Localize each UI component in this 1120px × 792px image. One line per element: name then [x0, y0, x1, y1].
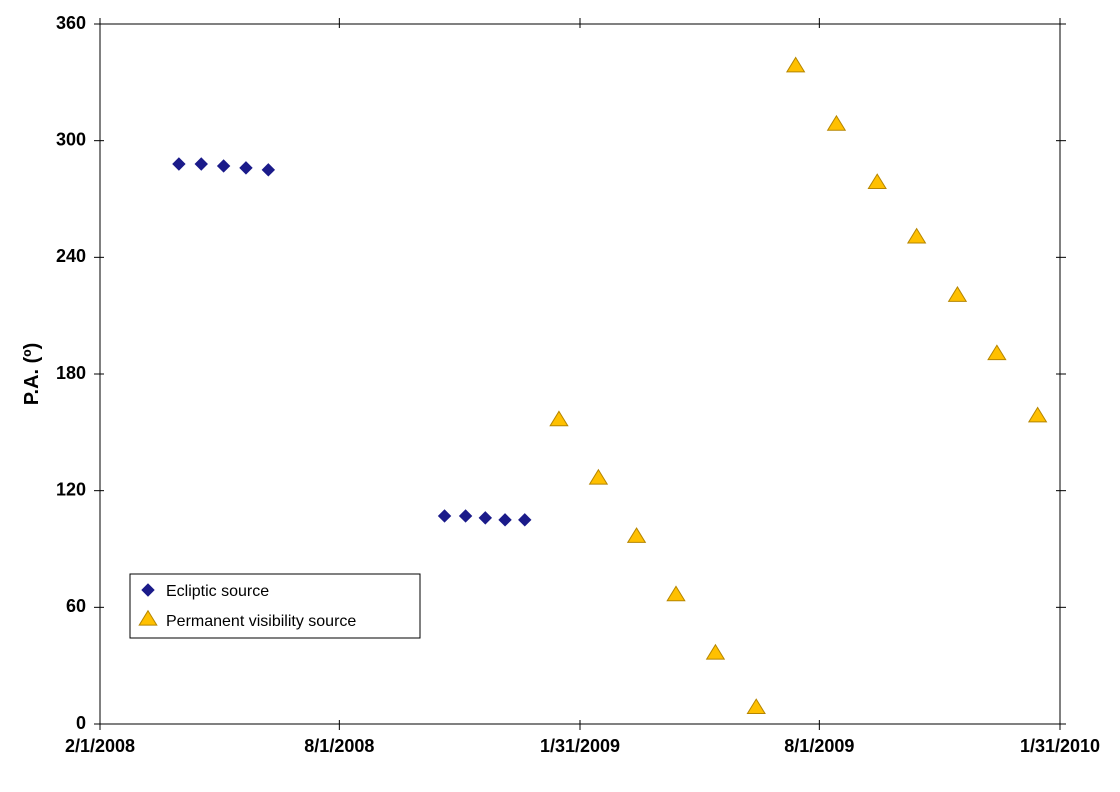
x-tick-label: 8/1/2008 [304, 736, 374, 756]
x-tick-label: 2/1/2008 [65, 736, 135, 756]
x-tick-label: 1/31/2010 [1020, 736, 1100, 756]
pa-vs-date-scatter: 0 60 120 180 240 300 360 2/1/2008 8/1/2008 1/31/2… [0, 0, 1120, 792]
x-tick-label: 1/31/2009 [540, 736, 620, 756]
legend: Ecliptic source Permanent visibility sour… [130, 574, 420, 638]
legend-label: Ecliptic source [166, 583, 269, 600]
y-tick-label: 180 [56, 363, 86, 383]
y-tick-label: 60 [66, 596, 86, 616]
legend-label: Permanent visibility source [166, 613, 356, 630]
y-tick-label: 300 [56, 129, 86, 149]
y-tick-label: 120 [56, 479, 86, 499]
x-tick-label: 8/1/2009 [784, 736, 854, 756]
y-tick-label: 0 [76, 713, 86, 733]
y-axis-title: P.A. (º) [21, 343, 43, 406]
y-tick-label: 360 [56, 13, 86, 33]
chart-svg: 0 60 120 180 240 300 360 2/1/2008 8/1/2008 1/31/2… [0, 0, 1120, 792]
y-tick-label: 240 [56, 246, 86, 266]
